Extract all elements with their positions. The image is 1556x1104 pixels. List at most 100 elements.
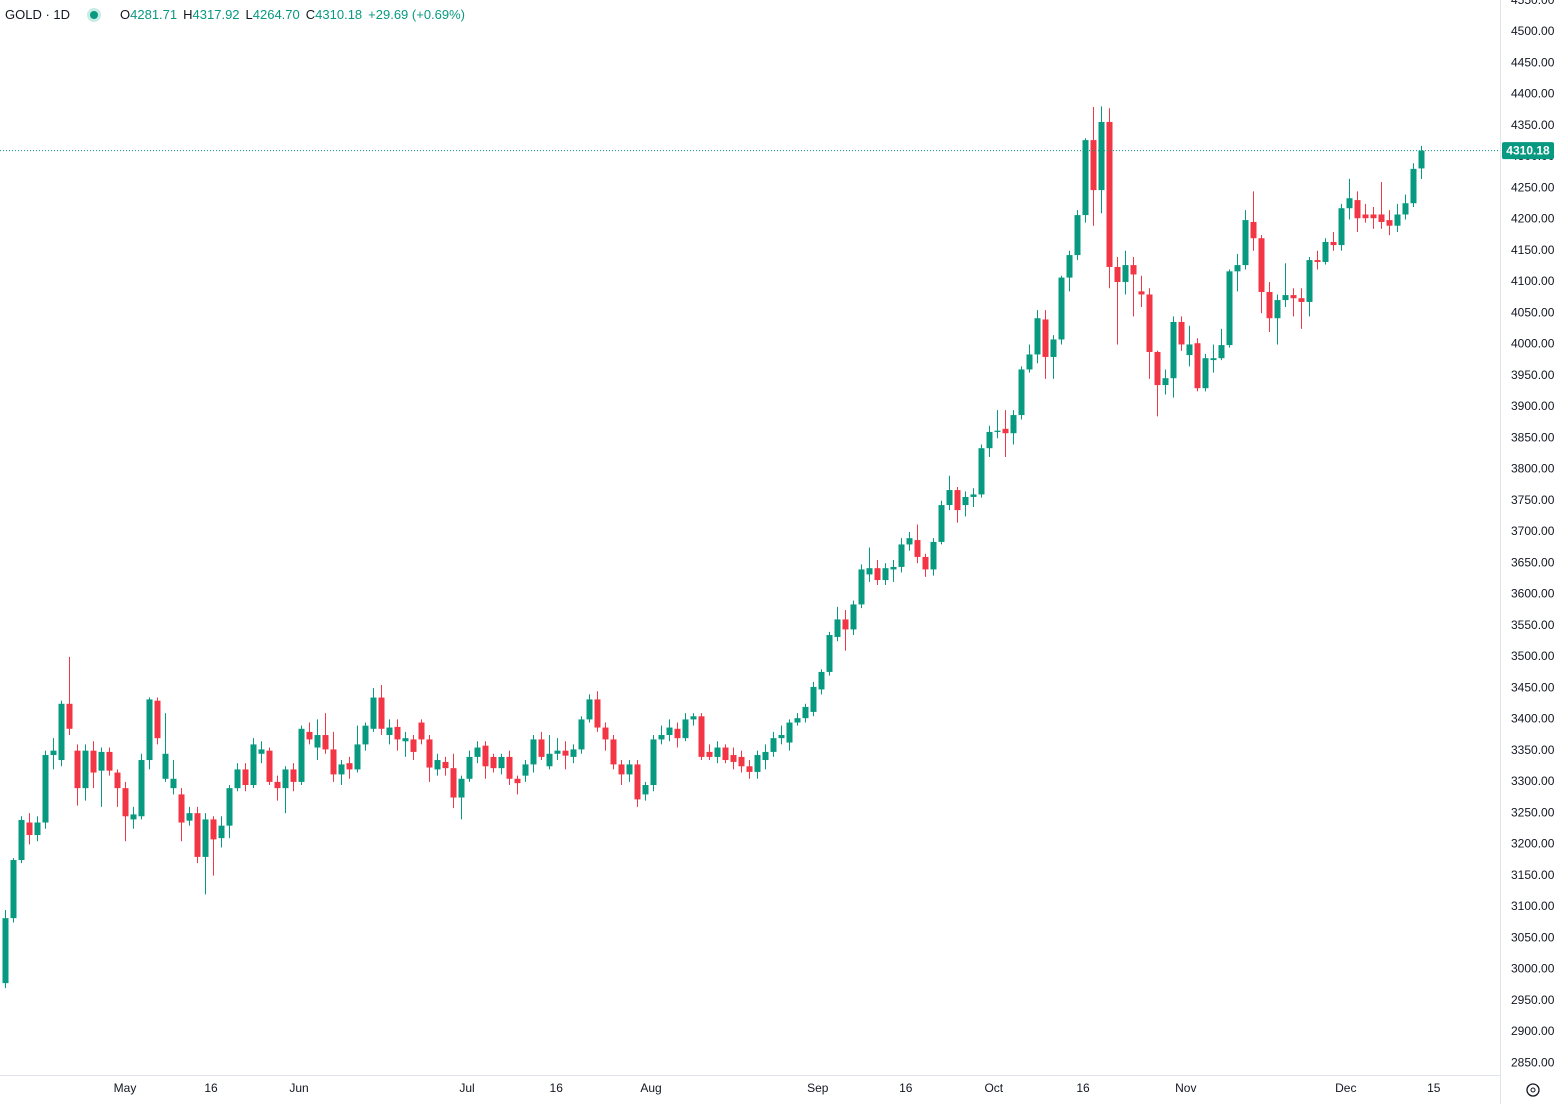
candle-body xyxy=(698,716,705,757)
y-tick-label: 3400.00 xyxy=(1511,712,1555,726)
candle-body xyxy=(362,725,369,745)
candle-body xyxy=(1034,318,1041,355)
candle-body xyxy=(1010,415,1017,434)
candle-body xyxy=(58,703,65,761)
candle-body xyxy=(1322,241,1329,262)
candle-body xyxy=(1386,220,1393,226)
candle-body xyxy=(1026,354,1033,370)
field-key: H xyxy=(183,7,193,22)
candle-body xyxy=(802,706,809,719)
y-tick-label: 4500.00 xyxy=(1511,24,1555,38)
candle-body xyxy=(826,635,833,672)
candle-body xyxy=(674,728,681,739)
candle-body xyxy=(1162,378,1169,386)
candle-body xyxy=(330,749,337,775)
candle-body xyxy=(1146,294,1153,352)
candle-body xyxy=(1186,344,1193,356)
y-tick-label: 3700.00 xyxy=(1511,524,1555,538)
candle-body xyxy=(234,769,241,789)
candle-body xyxy=(994,430,1001,432)
y-tick-label: 3300.00 xyxy=(1511,774,1555,788)
field-key: C xyxy=(305,7,316,22)
candle-body xyxy=(482,745,489,767)
x-tick-label: Jun xyxy=(289,1081,308,1095)
y-tick-label: 4550.00 xyxy=(1511,0,1555,7)
candle-body xyxy=(946,490,953,506)
y-tick-label: 3650.00 xyxy=(1511,555,1555,569)
y-tick-label: 3050.00 xyxy=(1511,930,1555,944)
candle-body xyxy=(514,778,521,784)
candle-body xyxy=(1226,271,1233,346)
candle-body xyxy=(1234,265,1241,272)
y-tick-label: 2850.00 xyxy=(1511,1055,1555,1069)
candle-body xyxy=(874,568,881,581)
y-tick-label: 3500.00 xyxy=(1511,649,1555,663)
candle-body xyxy=(834,619,841,637)
candle-body xyxy=(882,568,889,581)
candle-body xyxy=(226,788,233,826)
candle-body xyxy=(626,764,633,775)
settings-icon[interactable] xyxy=(1526,1083,1540,1097)
y-tick-label: 3100.00 xyxy=(1511,899,1555,913)
candle-body xyxy=(562,750,569,756)
candle-body xyxy=(938,505,945,542)
candle-body xyxy=(138,760,145,817)
candle-body xyxy=(538,739,545,757)
field-value: 4317.92 xyxy=(192,7,240,22)
candle-body xyxy=(394,726,401,740)
candle-body xyxy=(322,735,329,750)
candle-body xyxy=(1274,300,1281,319)
candle-body xyxy=(978,448,985,495)
candle-body xyxy=(338,764,345,775)
candle-body xyxy=(378,697,385,729)
candle-body xyxy=(610,739,617,765)
y-tick-label: 4250.00 xyxy=(1511,180,1555,194)
candle-body xyxy=(50,750,57,756)
candle-body xyxy=(242,769,249,786)
candle-body xyxy=(1418,150,1425,169)
candle-body xyxy=(1042,319,1049,357)
candle-body xyxy=(498,756,505,769)
x-tick-label: Sep xyxy=(807,1081,829,1095)
candle-body xyxy=(82,750,89,789)
candle-body xyxy=(1002,428,1009,434)
y-tick-label: 2950.00 xyxy=(1511,993,1555,1007)
candle-body xyxy=(354,744,361,770)
candle-body xyxy=(266,750,273,782)
candle-body xyxy=(434,760,441,770)
candle-body xyxy=(186,813,193,821)
candle-body xyxy=(890,566,897,570)
candle-body xyxy=(634,764,641,800)
candle-body xyxy=(490,756,497,769)
candle-body xyxy=(1018,369,1025,416)
x-tick-label: Nov xyxy=(1175,1081,1196,1095)
candle-body xyxy=(1266,291,1273,319)
last-price-label: 4310.18 xyxy=(1506,143,1550,157)
candle-body xyxy=(442,761,449,769)
candle-body xyxy=(458,778,465,798)
x-tick-label: Dec xyxy=(1335,1081,1356,1095)
x-tick-label: Oct xyxy=(984,1081,1003,1095)
candle-body xyxy=(1402,203,1409,215)
candle-body xyxy=(122,788,129,817)
candle-body xyxy=(210,819,217,840)
candle-body xyxy=(1178,321,1185,345)
candle-body xyxy=(170,778,177,789)
candle-body xyxy=(474,747,481,757)
candle-body xyxy=(1130,265,1137,275)
candle-body xyxy=(746,766,753,772)
candle-body xyxy=(218,825,225,839)
candle-body xyxy=(618,764,625,775)
candle-body xyxy=(18,820,25,861)
candle-body xyxy=(1194,343,1201,389)
candle-body xyxy=(1410,168,1417,204)
candle-body xyxy=(850,604,857,630)
candle-body xyxy=(1138,291,1145,295)
candle-body xyxy=(1242,220,1249,266)
candle-body xyxy=(402,738,409,742)
candle-body xyxy=(154,700,161,739)
y-tick-label: 3600.00 xyxy=(1511,587,1555,601)
candle-body xyxy=(42,755,49,823)
candle-body xyxy=(706,751,713,757)
candle-body xyxy=(642,785,649,795)
